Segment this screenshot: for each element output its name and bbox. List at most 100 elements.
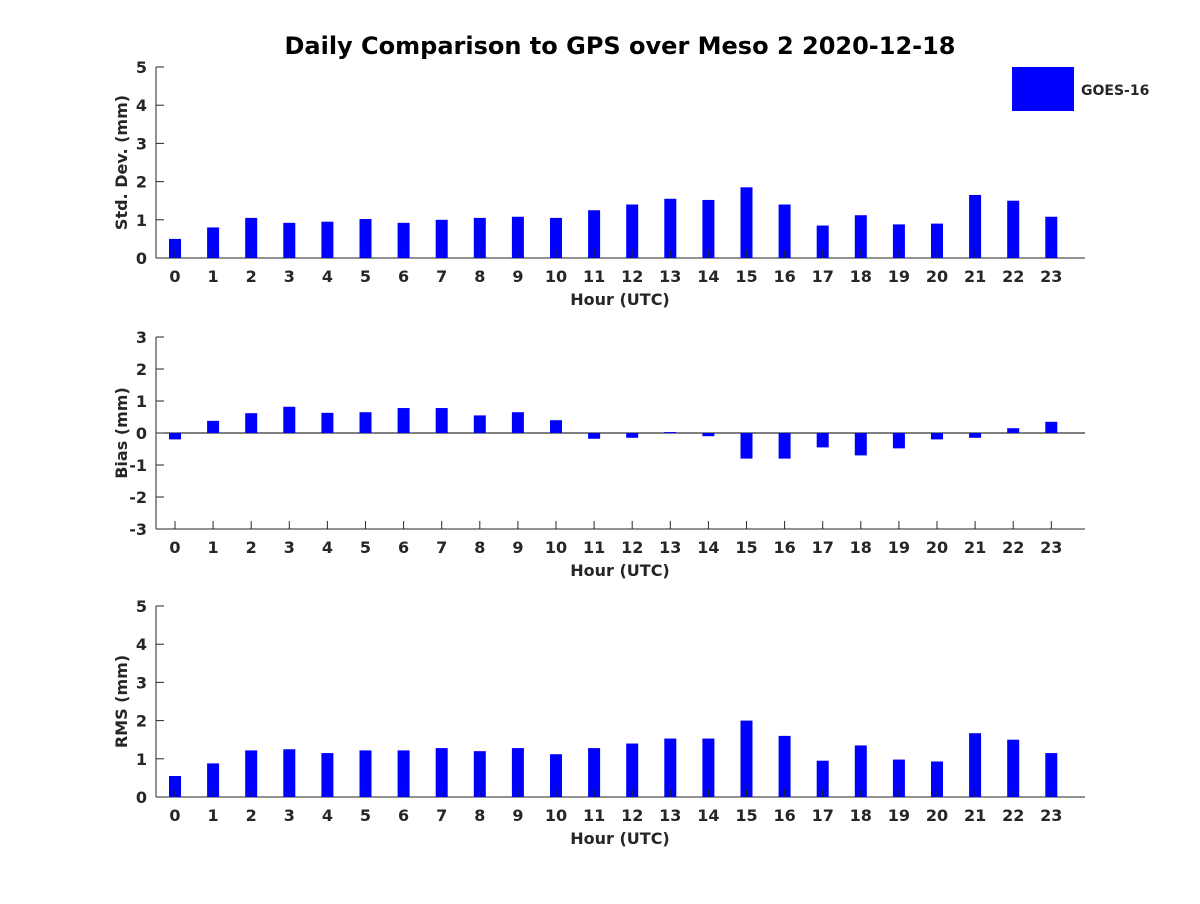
rms-xtick-label: 0 <box>169 806 180 825</box>
rms-bar-16 <box>778 735 791 797</box>
std-dev-xtick-label: 5 <box>360 267 371 286</box>
std-dev-xtick-label: 1 <box>208 267 219 286</box>
std-dev-xtick-label: 6 <box>398 267 409 286</box>
std-dev-bar-8 <box>473 217 486 258</box>
bias-xtick-label: 22 <box>1002 538 1024 557</box>
std-dev-bar-3 <box>283 222 296 258</box>
bias-xtick-label: 16 <box>773 538 795 557</box>
bias-xtick-label: 5 <box>360 538 371 557</box>
rms-xtick-label: 12 <box>621 806 643 825</box>
rms-ytick-label: 1 <box>136 750 147 769</box>
rms-xtick-label: 17 <box>812 806 834 825</box>
std-dev-xtick-label: 23 <box>1040 267 1062 286</box>
bias-bar-7 <box>435 408 448 433</box>
rms-ytick-label: 5 <box>136 597 147 616</box>
std-dev-bar-19 <box>892 224 905 258</box>
bias-bar-9 <box>511 412 524 433</box>
bias-xtick-label: 0 <box>169 538 180 557</box>
rms-bar-11 <box>588 748 601 797</box>
std-dev-ylabel: Std. Dev. (mm) <box>112 95 131 230</box>
std-dev-ytick-label: 3 <box>136 134 147 153</box>
rms-bar-21 <box>969 733 982 797</box>
std-dev-xtick-label: 0 <box>169 267 180 286</box>
std-dev-xtick-label: 11 <box>583 267 605 286</box>
std-dev-xtick-label: 20 <box>926 267 948 286</box>
bias-xtick-label: 15 <box>735 538 757 557</box>
std-dev-xtick-label: 22 <box>1002 267 1024 286</box>
std-dev-bar-23 <box>1045 216 1058 258</box>
rms-xtick-label: 14 <box>697 806 719 825</box>
rms-bar-15 <box>740 720 753 797</box>
bias-xtick-label: 9 <box>512 538 523 557</box>
std-dev-bar-16 <box>778 204 791 258</box>
bias-xtick-label: 20 <box>926 538 948 557</box>
rms-bar-7 <box>435 748 448 797</box>
bias-bar-21 <box>969 433 982 438</box>
std-dev-ytick-label: 2 <box>136 173 147 192</box>
bias-bar-1 <box>207 420 220 433</box>
std-dev-bar-11 <box>588 210 601 258</box>
bias-ytick-label: -3 <box>129 520 147 539</box>
std-dev-ytick-label: 4 <box>136 96 147 115</box>
bias-xtick-label: 14 <box>697 538 719 557</box>
bias-ytick-label: -1 <box>129 456 147 475</box>
bias-bar-17 <box>816 433 829 448</box>
rms-xtick-label: 7 <box>436 806 447 825</box>
rms-bar-20 <box>931 761 943 797</box>
std-dev-xtick-label: 18 <box>850 267 872 286</box>
std-dev-ytick-label: 0 <box>136 249 147 268</box>
bias-xtick-label: 18 <box>850 538 872 557</box>
bias-xtick-label: 21 <box>964 538 986 557</box>
rms-xtick-label: 23 <box>1040 806 1062 825</box>
std-dev-xtick-label: 8 <box>474 267 485 286</box>
bias-xtick-label: 17 <box>812 538 834 557</box>
bias-bar-8 <box>473 415 486 433</box>
std-dev-xtick-label: 19 <box>888 267 910 286</box>
bias-xtick-label: 12 <box>621 538 643 557</box>
std-dev-xtick-label: 21 <box>964 267 986 286</box>
std-dev-bar-21 <box>969 194 982 258</box>
bias-bar-13 <box>664 432 677 434</box>
rms-bar-12 <box>626 743 639 797</box>
std-dev-xtick-label: 10 <box>545 267 567 286</box>
rms-bar-17 <box>816 760 829 797</box>
rms-bar-3 <box>283 749 296 797</box>
std-dev-bar-15 <box>740 187 753 258</box>
chart-title: Daily Comparison to GPS over Meso 2 2020… <box>284 32 955 60</box>
std-dev-bar-12 <box>626 204 639 258</box>
bias-bar-20 <box>931 433 943 440</box>
rms-bar-8 <box>473 751 486 797</box>
bias-bar-16 <box>778 433 791 459</box>
std-dev-bar-6 <box>397 222 410 258</box>
rms-ytick-label: 3 <box>136 673 147 692</box>
rms-ylabel: RMS (mm) <box>112 655 131 748</box>
std-dev-xtick-label: 7 <box>436 267 447 286</box>
bias-bar-6 <box>397 408 410 433</box>
rms-xtick-label: 11 <box>583 806 605 825</box>
rms-bar-4 <box>321 753 334 797</box>
rms-bar-13 <box>664 738 677 797</box>
bias-bar-12 <box>626 433 639 438</box>
bias-bar-2 <box>245 413 258 433</box>
bias-ytick-label: 1 <box>136 392 147 411</box>
std-dev-ytick-label: 1 <box>136 211 147 230</box>
rms-bar-6 <box>397 750 410 797</box>
rms-bar-1 <box>207 763 220 797</box>
std-dev-ytick-label: 5 <box>136 58 147 77</box>
rms-xtick-label: 4 <box>322 806 333 825</box>
std-dev-xtick-label: 9 <box>512 267 523 286</box>
rms-xtick-label: 18 <box>850 806 872 825</box>
bias-bar-14 <box>702 433 715 437</box>
rms-bar-19 <box>892 759 905 797</box>
bias-bar-22 <box>1007 428 1020 433</box>
legend-swatch <box>1012 67 1074 111</box>
bias-ytick-label: -2 <box>129 488 147 507</box>
bias-bar-23 <box>1045 421 1058 433</box>
std-dev-xtick-label: 16 <box>773 267 795 286</box>
bias-ytick-label: 2 <box>136 360 147 379</box>
bias-xtick-label: 19 <box>888 538 910 557</box>
rms-xtick-label: 1 <box>208 806 219 825</box>
